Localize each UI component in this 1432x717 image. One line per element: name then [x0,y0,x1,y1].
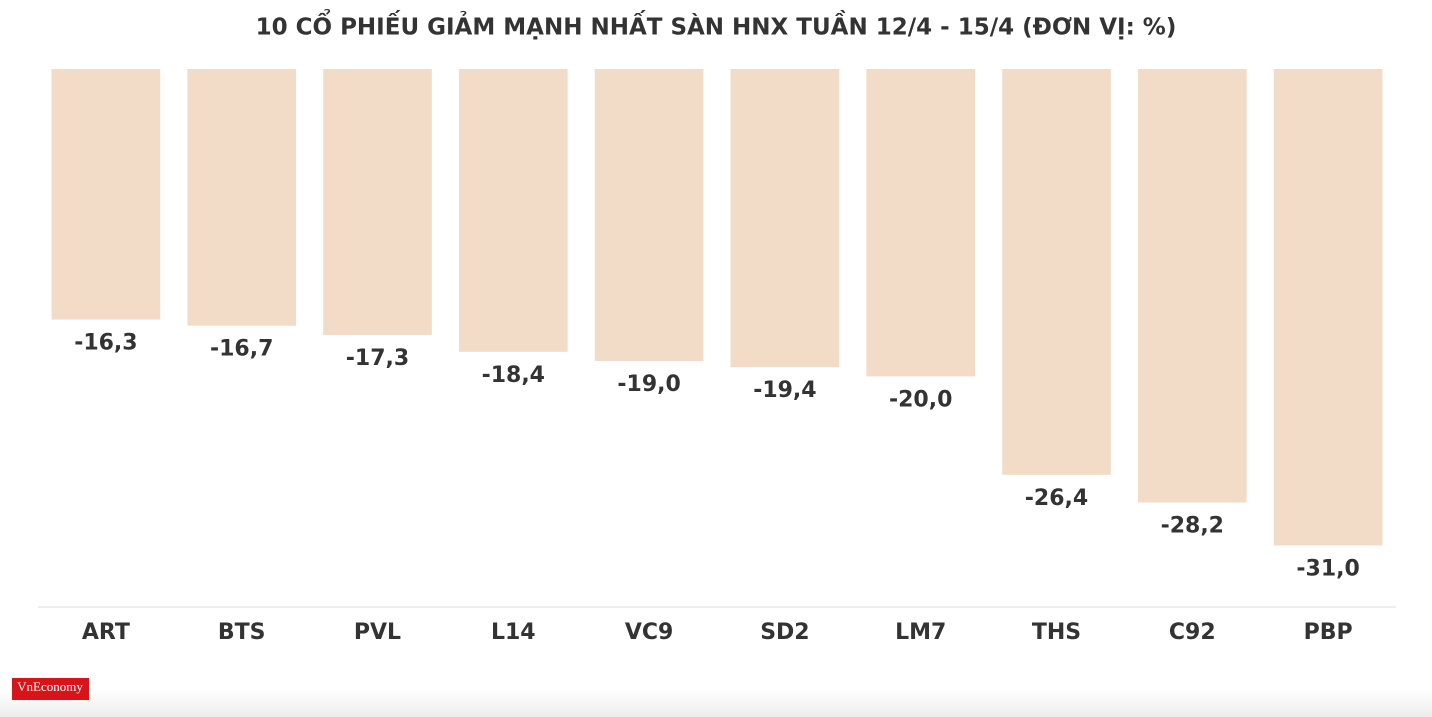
bar [458,69,568,352]
value-label: -17,3 [346,346,409,371]
x-tick-label: SD2 [760,620,809,645]
x-tick-label: THS [1032,620,1081,645]
bar [1137,69,1247,503]
x-tick-label: L14 [491,620,536,645]
x-tick-label: VC9 [625,620,673,645]
value-label: -16,7 [210,337,273,362]
value-label: -19,4 [753,378,816,403]
footer-shade [0,690,1432,717]
chart-title: 10 CỔ PHIẾU GIẢM MẠNH NHẤT SÀN HNX TUẦN … [256,9,1177,41]
value-label: -18,4 [482,363,545,388]
bar [1273,69,1383,546]
value-label: -20,0 [889,387,952,412]
logo-box [12,678,89,700]
bar [1002,69,1111,475]
x-tick-label: PVL [354,620,401,645]
bar [323,69,432,335]
x-tick-label: ART [82,620,130,645]
x-tick-label: PBP [1304,620,1353,645]
x-tick-label: LM7 [895,620,946,645]
value-label: -26,4 [1025,486,1088,511]
logo: VnEconomy [17,679,83,694]
x-tick-label: C92 [1169,620,1216,645]
value-label: -28,2 [1161,513,1224,538]
value-label: -16,3 [74,331,137,356]
bar [730,69,840,368]
bar [594,69,704,362]
bar [51,69,161,320]
bar [187,69,297,326]
x-tick-label: BTS [218,620,266,645]
value-label: -31,0 [1296,557,1359,582]
value-label: -19,0 [617,372,680,397]
bar [866,69,976,377]
